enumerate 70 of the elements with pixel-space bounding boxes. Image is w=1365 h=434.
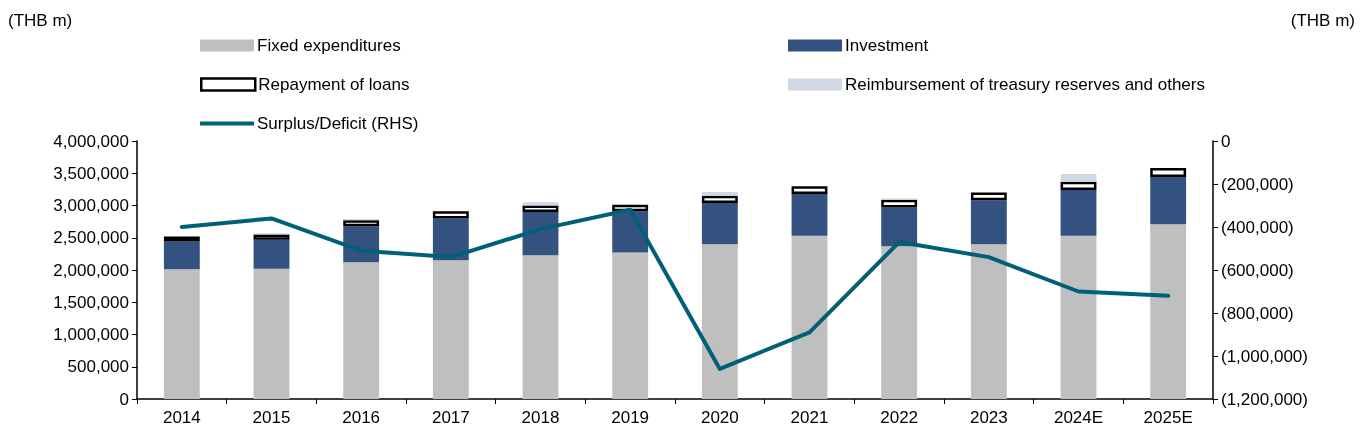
y2-tick-label: 0 <box>1221 131 1231 151</box>
legend-label: Reimbursement of treasury reserves and others <box>845 75 1205 94</box>
bar <box>522 202 559 206</box>
bar <box>970 192 1007 201</box>
bar <box>791 186 828 194</box>
text: (THB m) <box>8 11 73 30</box>
x-tick-label: 2019 <box>611 408 650 427</box>
legend-label: Repayment of loans <box>258 75 410 94</box>
bar <box>1150 177 1187 225</box>
bar <box>1150 168 1187 178</box>
y-tick-label: 1,500,000 <box>53 292 129 312</box>
y2-tick-label: (1,200,000) <box>1221 389 1308 409</box>
x-tick-label: 2023 <box>969 408 1008 427</box>
line-series <box>179 207 1171 371</box>
bar <box>970 244 1007 399</box>
bar <box>612 252 649 399</box>
bar <box>701 195 738 203</box>
x-tick-label: 2016 <box>342 408 381 427</box>
x-tick-label: 2015 <box>252 408 291 427</box>
bar <box>881 199 918 208</box>
x-tick-label: 2014 <box>162 408 201 427</box>
y-tick-label: 3,000,000 <box>53 196 129 215</box>
y-tick-label: 3,500,000 <box>53 163 129 183</box>
x-tick-label: 2021 <box>790 408 829 427</box>
bar <box>432 260 469 399</box>
y2-tick-label: (600,000) <box>1221 260 1294 280</box>
x-tick-label: 2017 <box>431 408 470 427</box>
y-tick-label: 4,000,000 <box>53 131 129 151</box>
bar <box>343 262 380 399</box>
legend-label: Surplus/Deficit (RHS) <box>257 114 419 133</box>
bar <box>343 220 380 227</box>
bar <box>1060 181 1097 191</box>
bar <box>1060 235 1097 399</box>
bar <box>163 236 200 242</box>
bar <box>701 191 738 196</box>
bar <box>163 269 200 399</box>
y-tick-label: 2,000,000 <box>53 260 129 280</box>
legend-label: Fixed expenditures <box>257 36 401 55</box>
legend-label: Investment <box>845 36 929 55</box>
bar <box>791 235 828 399</box>
x-tick-label: 2024E <box>1053 408 1104 427</box>
bar <box>522 205 559 212</box>
bar <box>881 207 918 247</box>
y-tick-label: 500,000 <box>67 357 129 377</box>
x-tick-label: 2022 <box>880 408 919 427</box>
y-tick-label: 2,500,000 <box>53 228 129 248</box>
x-tick-label: 2020 <box>700 408 739 427</box>
bar <box>163 241 200 270</box>
y2-tick-label: (1,000,000) <box>1221 346 1308 366</box>
bar <box>701 244 738 399</box>
bar <box>522 255 559 399</box>
bar <box>1150 224 1187 399</box>
x-tick-label: 2018 <box>521 408 560 427</box>
bar <box>253 239 290 269</box>
bar <box>432 211 469 219</box>
y-tick-label: 1,000,000 <box>53 325 129 344</box>
x-tick-label: 2025E <box>1143 408 1193 427</box>
y2-tick-label: (200,000) <box>1221 174 1294 194</box>
bar <box>1060 190 1097 236</box>
bar <box>253 234 290 240</box>
bar <box>253 268 290 399</box>
bar <box>970 200 1007 245</box>
y2-tick-label: (800,000) <box>1221 303 1294 323</box>
text: (THB m) <box>1290 11 1356 30</box>
bar <box>701 202 738 245</box>
y2-tick-label: (400,000) <box>1221 217 1294 237</box>
bar <box>881 246 918 399</box>
bar <box>1060 173 1097 182</box>
bar <box>791 193 828 236</box>
y-tick-label: 0 <box>119 389 129 409</box>
